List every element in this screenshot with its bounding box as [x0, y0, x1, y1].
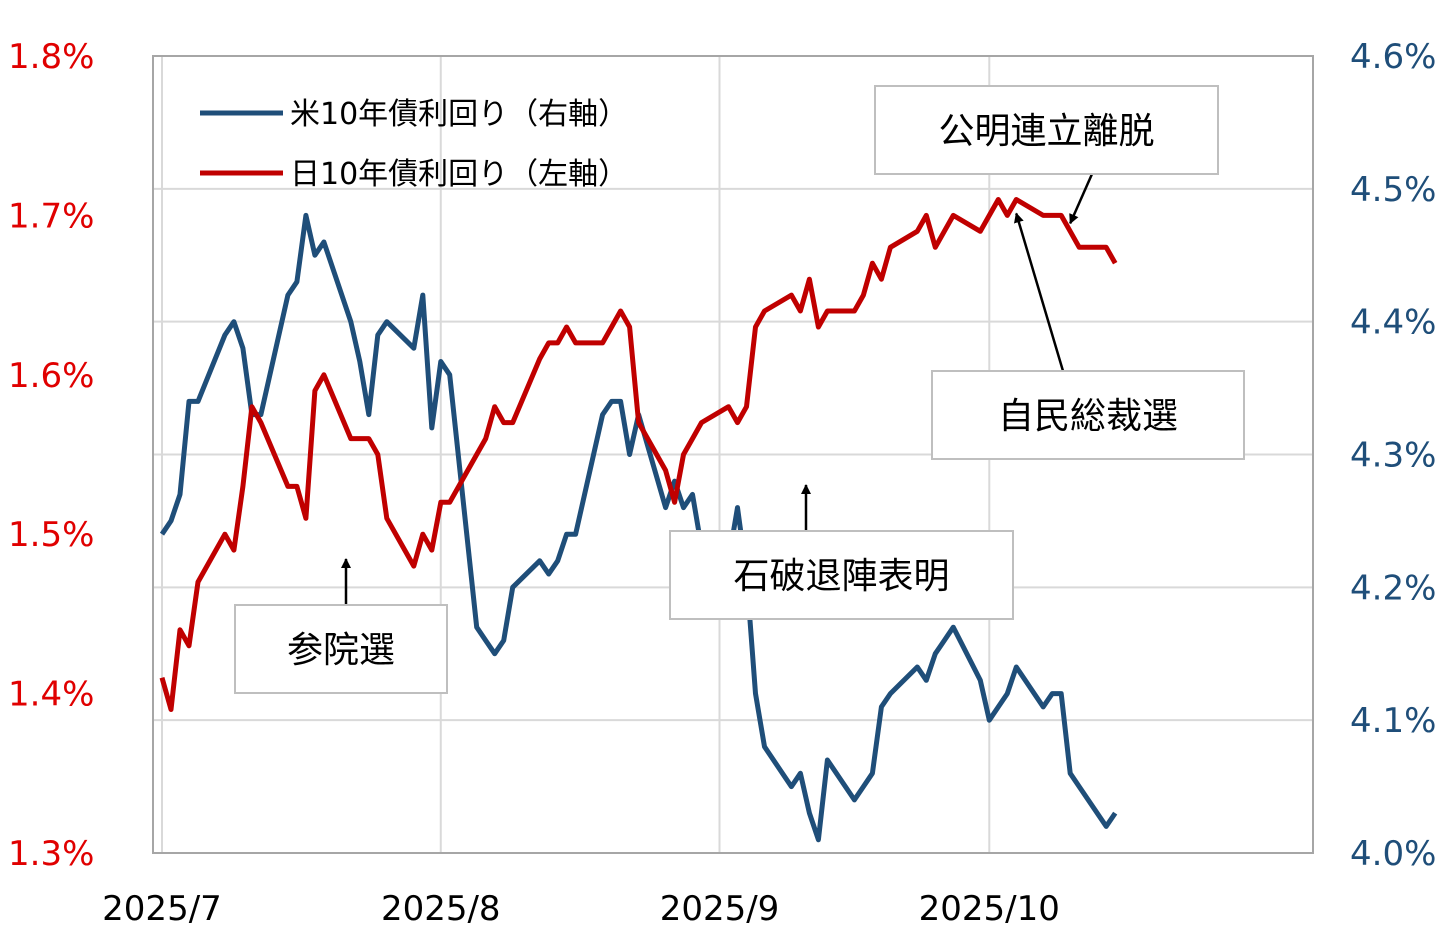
annotation-label: 参院選	[287, 630, 395, 671]
annotations: 参院選 石破退陣表明 自民総裁選 公明連立離脱	[234, 85, 1245, 694]
left-tick-label: 1.3%	[8, 834, 94, 874]
series-line-us-10y	[159, 212, 1118, 843]
right-tick-label: 4.3%	[1350, 436, 1436, 476]
right-tick-label: 4.4%	[1350, 303, 1436, 343]
x-tick-label: 2025/10	[919, 889, 1060, 929]
left-tick-label: 1.8%	[8, 37, 94, 77]
right-tick-label: 4.2%	[1350, 568, 1436, 608]
right-axis-ticks: 4.6% 4.5% 4.4% 4.3% 4.2% 4.1% 4.0%	[1350, 37, 1436, 874]
legend-label: 日10年債利回り（左軸）	[290, 157, 628, 192]
left-tick-label: 1.5%	[8, 515, 94, 555]
annotation-box	[234, 604, 448, 694]
annotation-box	[874, 85, 1219, 175]
left-axis-ticks: 1.8% 1.7% 1.6% 1.5% 1.4% 1.3%	[8, 37, 94, 874]
right-tick-label: 4.5%	[1350, 170, 1436, 210]
right-tick-label: 4.0%	[1350, 834, 1436, 874]
right-tick-label: 4.1%	[1350, 701, 1436, 741]
annotation-box	[931, 370, 1245, 460]
right-tick-label: 4.6%	[1350, 37, 1436, 77]
left-tick-label: 1.6%	[8, 356, 94, 396]
x-tick-label: 2025/9	[660, 889, 780, 929]
annotation-label: 自民総裁選	[998, 396, 1178, 437]
left-tick-label: 1.7%	[8, 196, 94, 236]
annotation-arrow	[1069, 173, 1094, 225]
annotation-label: 石破退陣表明	[733, 556, 949, 597]
legend-label: 米10年債利回り（右軸）	[290, 97, 628, 132]
annotation-box	[669, 530, 1014, 620]
left-tick-label: 1.4%	[8, 675, 94, 715]
x-tick-label: 2025/8	[381, 889, 501, 929]
annotation-label: 公明連立離脱	[938, 111, 1154, 152]
legend: 米10年債利回り（右軸） 日10年債利回り（左軸）	[200, 97, 628, 192]
series-line-jp-10y	[159, 197, 1118, 712]
plot-area-border	[152, 55, 1314, 854]
x-tick-label: 2025/7	[102, 889, 222, 929]
annotation-arrow	[1014, 212, 1065, 372]
x-axis-ticks: 2025/7 2025/8 2025/9 2025/10	[102, 889, 1060, 929]
series-lines	[159, 197, 1118, 843]
